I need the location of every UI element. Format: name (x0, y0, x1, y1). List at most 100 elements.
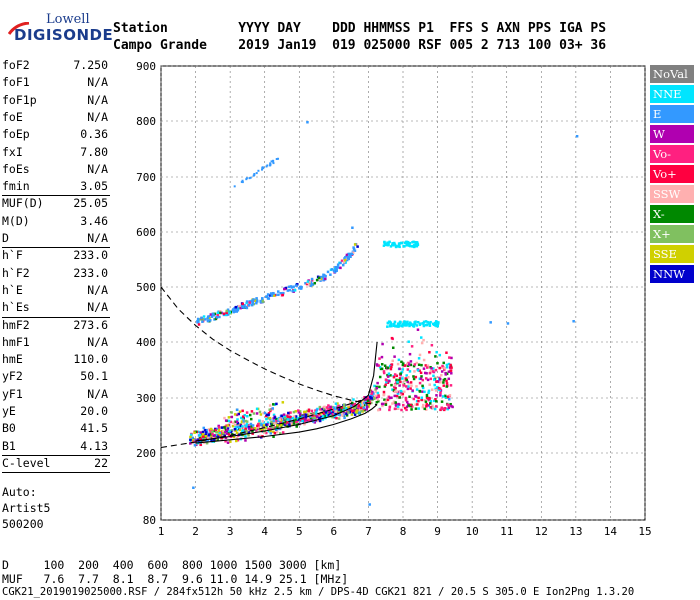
echo-point (262, 425, 265, 429)
param-value: N/A (87, 75, 108, 90)
legend-item-nnw: NNW (650, 265, 694, 283)
echo-point (261, 297, 264, 300)
echo-point (263, 431, 266, 434)
echo-point (307, 409, 310, 413)
echo-point (362, 407, 365, 411)
echo-point (279, 423, 283, 427)
echo-point (391, 388, 394, 391)
echo-point (447, 377, 451, 381)
echo-point (283, 423, 287, 426)
param-value: 273.6 (73, 317, 108, 332)
echo-point (440, 370, 444, 373)
echo-point (422, 324, 426, 328)
echo-point (386, 241, 389, 244)
echo-point (304, 419, 307, 423)
echo-point (230, 411, 233, 414)
echo-point (331, 411, 335, 414)
echo-point (278, 418, 282, 421)
echo-point (388, 396, 392, 400)
echo-point (235, 431, 239, 435)
echo-point (430, 388, 434, 391)
echo-point (226, 308, 230, 312)
echo-point (313, 421, 317, 424)
echo-point (426, 320, 429, 324)
echo-point (295, 425, 298, 428)
echo-point (322, 278, 325, 282)
echo-point (318, 278, 321, 281)
param-name: fmin (2, 179, 30, 194)
echo-point (432, 374, 435, 378)
echo-point (445, 365, 449, 369)
echo-point (361, 400, 365, 404)
echo-point (283, 287, 286, 291)
echo-point (266, 164, 269, 167)
echo-point (270, 423, 274, 426)
legend-item-ssw: SSW (650, 185, 694, 203)
echo-point (406, 243, 409, 247)
echo-point (217, 426, 221, 429)
echo-point (189, 442, 192, 445)
echo-point (336, 405, 340, 408)
echo-point (338, 413, 342, 417)
echo-point (230, 415, 234, 419)
echo-point (273, 426, 277, 429)
echo-point (407, 376, 410, 379)
echo-point (362, 406, 366, 409)
echo-point (254, 427, 257, 430)
logo-bottom-text: DIGISONDE (14, 26, 114, 44)
echo-point (291, 289, 294, 293)
echo-point (196, 317, 200, 321)
echo-point (320, 410, 324, 413)
echo-point (399, 321, 402, 324)
echo-point (292, 410, 296, 414)
echo-point (209, 313, 213, 316)
echo-point (426, 378, 430, 382)
echo-point (321, 415, 325, 418)
echo-point (232, 435, 236, 439)
echo-point (241, 415, 245, 418)
echo-point (332, 408, 335, 412)
echo-point (343, 416, 346, 420)
echo-point (385, 379, 389, 382)
echo-point (322, 410, 326, 413)
echo-point (205, 441, 209, 445)
echo-point (345, 407, 348, 410)
echo-point (397, 358, 401, 362)
echo-point (272, 430, 275, 434)
echo-point (350, 252, 354, 256)
echo-point (259, 434, 262, 438)
echo-point (189, 438, 192, 442)
echo-point (416, 328, 420, 331)
echo-point (367, 401, 370, 404)
param-row: fmin 3.05 (2, 179, 108, 196)
echo-point (418, 390, 422, 393)
echo-point (383, 385, 387, 388)
echo-point (417, 396, 420, 400)
y-tick-label: 500 (136, 281, 156, 294)
echo-point (302, 410, 306, 414)
echo-point (262, 424, 266, 427)
echo-point (295, 284, 298, 287)
echo-point (396, 362, 400, 366)
echo-point (275, 417, 278, 421)
echo-point (442, 384, 446, 387)
echo-point (272, 160, 275, 163)
echo-point (384, 378, 388, 381)
echo-point (420, 398, 424, 402)
echo-point (206, 315, 210, 319)
param-value: 7.80 (80, 144, 108, 159)
echo-point (225, 428, 229, 432)
echo-point (407, 382, 411, 385)
echo-point (327, 413, 331, 417)
echo-point (244, 435, 247, 438)
echo-point (223, 416, 226, 420)
param-row: hmE 110.0 (2, 352, 108, 369)
legend-item-x: X+ (650, 225, 694, 243)
echo-point (393, 322, 396, 326)
echo-point (396, 392, 400, 395)
echo-point (325, 406, 329, 409)
echo-point (310, 419, 314, 422)
echo-point (216, 435, 220, 439)
echo-point (253, 174, 256, 177)
echo-point (390, 336, 394, 340)
